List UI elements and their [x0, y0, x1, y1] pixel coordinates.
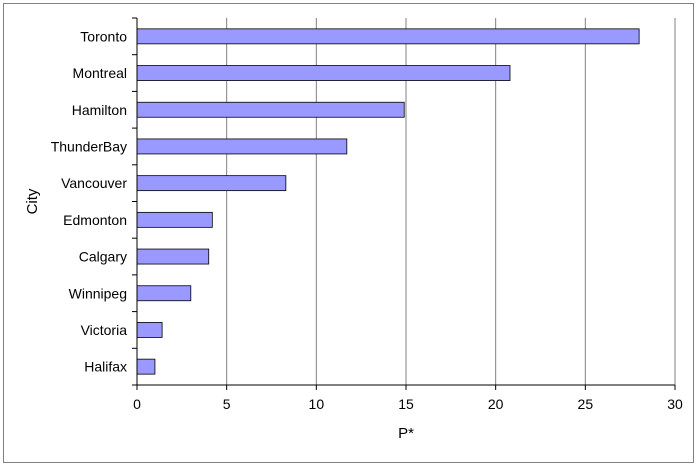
bar-victoria — [136, 322, 163, 338]
bar-hamilton — [136, 101, 405, 118]
x-tick-label-30: 30 — [667, 396, 683, 412]
y-axis-title: City — [24, 188, 41, 214]
x-tick-label-5: 5 — [223, 396, 231, 412]
bar-vancouver — [136, 175, 287, 192]
x-tick-label-10: 10 — [309, 396, 325, 412]
y-tick-label-halifax: Halifax — [84, 359, 127, 375]
bar-calgary — [136, 248, 210, 265]
bar-montreal — [136, 65, 511, 81]
y-tick-label-toronto: Toronto — [80, 28, 127, 44]
bar-winnipeg — [136, 285, 192, 302]
x-tick-label-25: 25 — [578, 396, 594, 412]
bar-halifax — [136, 358, 156, 375]
y-tick-label-edmonton: Edmonton — [63, 212, 127, 228]
bar-toronto — [136, 28, 640, 45]
x-tick-label-20: 20 — [488, 396, 504, 412]
y-tick-label-hamilton: Hamilton — [72, 102, 127, 118]
bar-edmonton — [136, 211, 213, 228]
y-tick-label-winnipeg: Winnipeg — [69, 285, 127, 301]
y-tick-labels: Toronto Montreal Hamilton ThunderBay Vancouv… — [51, 17, 137, 386]
y-tick-label-vancouver: Vancouver — [61, 175, 127, 191]
bar-thunderbay — [136, 138, 348, 155]
y-tick-label-montreal: Montreal — [73, 65, 127, 81]
x-tick-labels: 0 5 10 15 20 25 30 — [133, 385, 683, 412]
bars — [136, 28, 640, 375]
y-tick-label-thunderbay: ThunderBay — [51, 138, 127, 154]
x-axis-title: P* — [398, 425, 414, 442]
x-tick-label-0: 0 — [133, 396, 141, 412]
y-tick-label-calgary: Calgary — [79, 249, 127, 265]
y-tick-label-victoria: Victoria — [81, 322, 128, 338]
x-tick-label-15: 15 — [398, 396, 414, 412]
